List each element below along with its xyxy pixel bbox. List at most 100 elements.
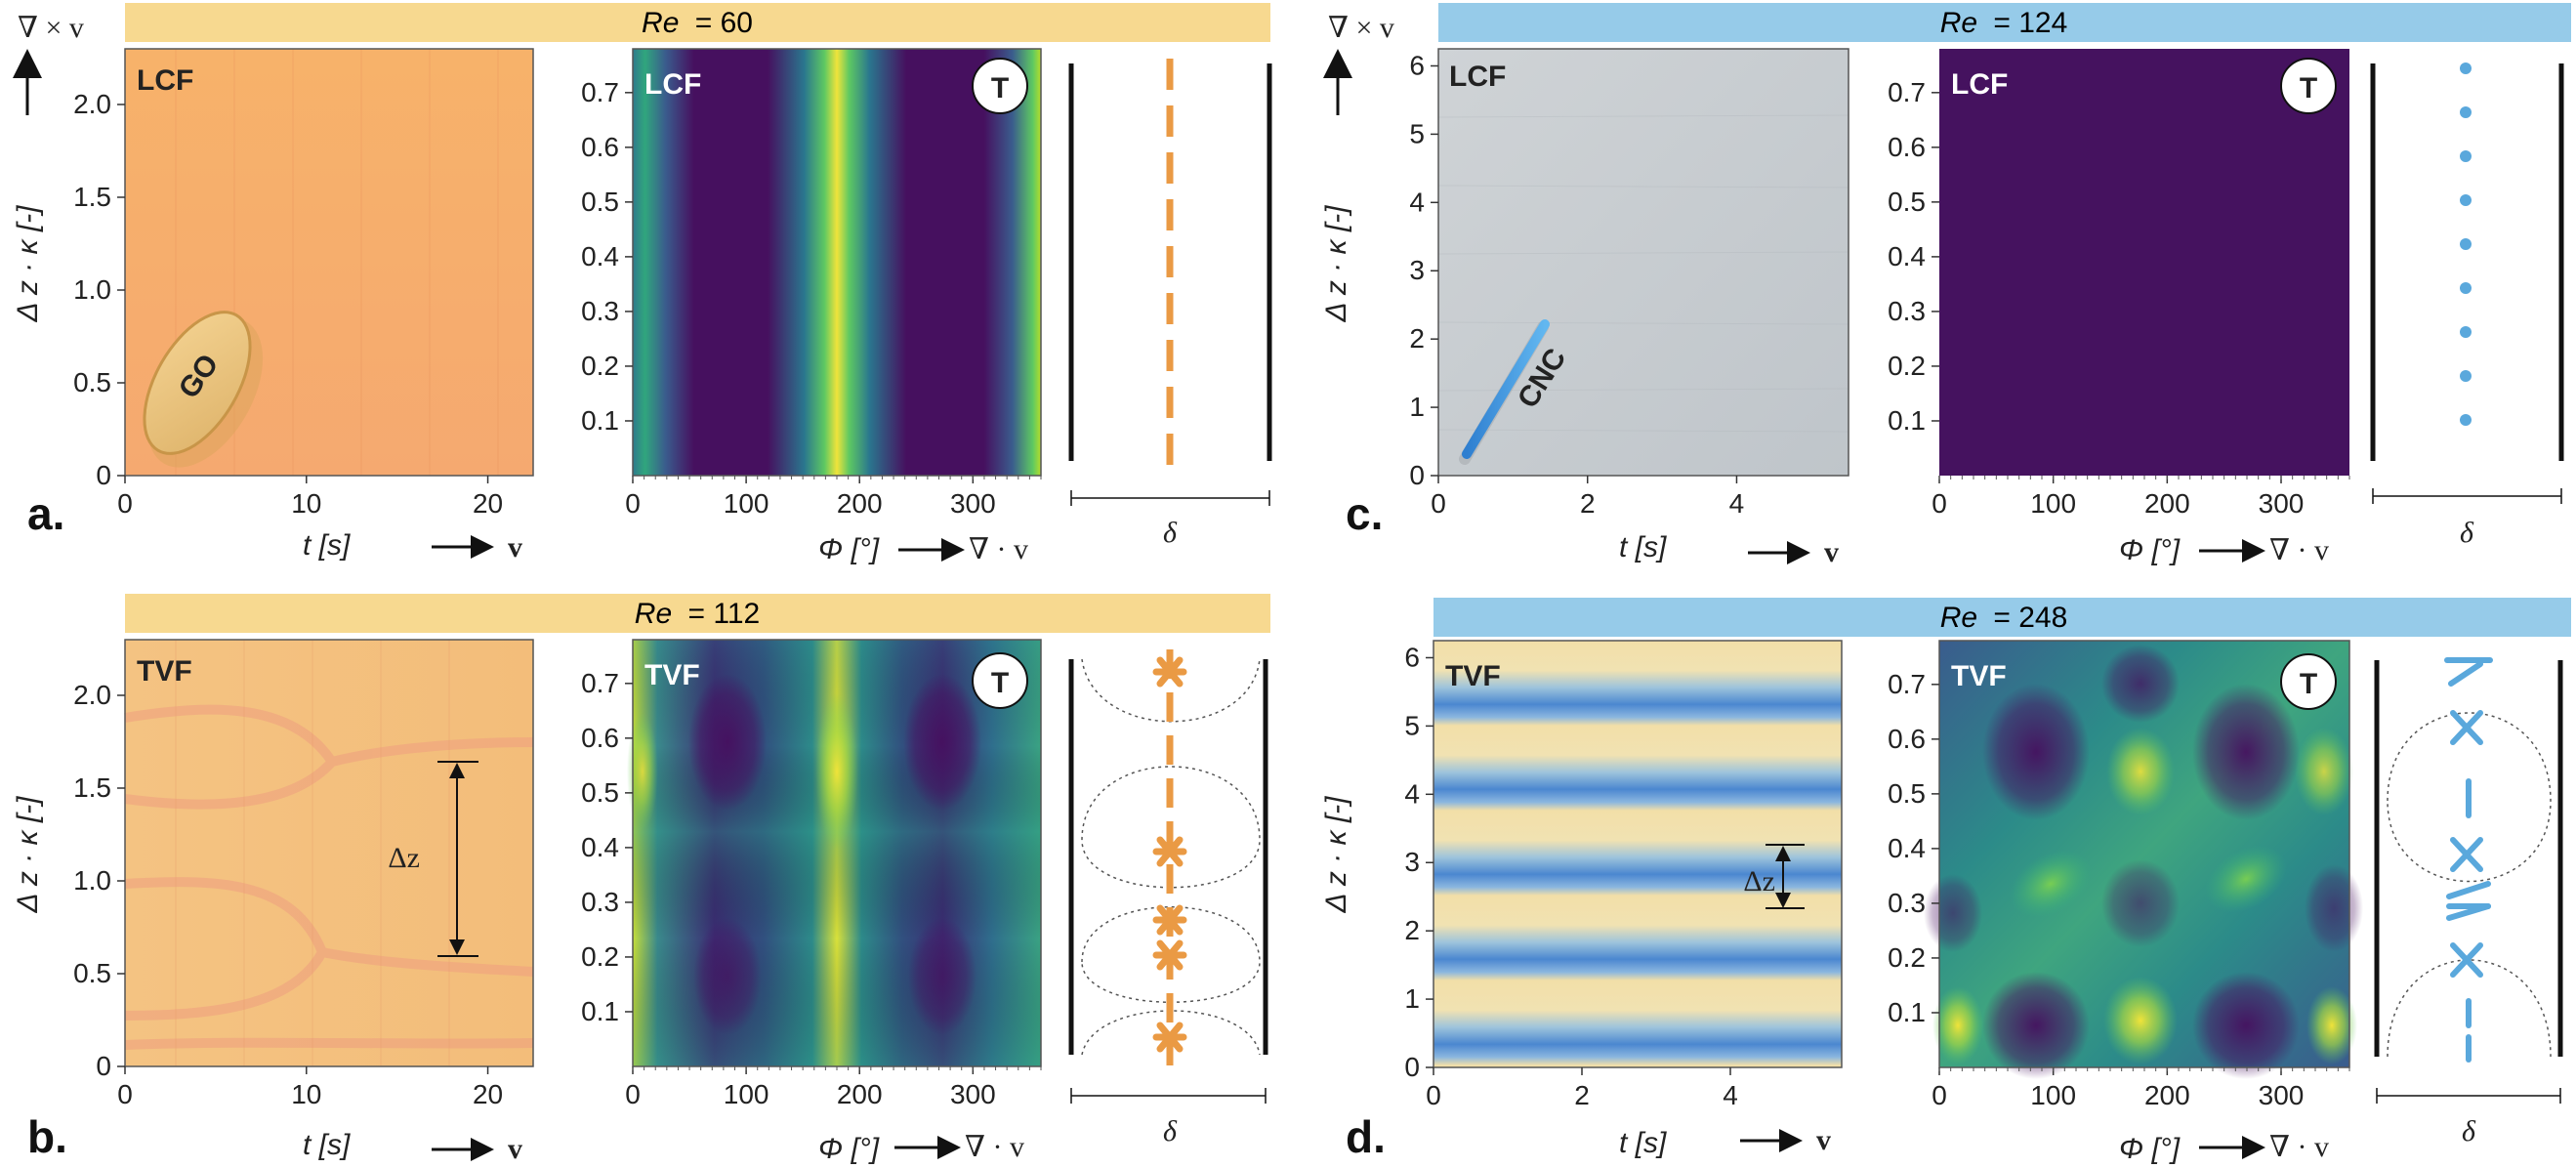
ax-d-heat-y-tick-0: 0.1	[1888, 997, 1926, 1027]
ax-c-heat-y-tick-2: 0.3	[1888, 296, 1926, 326]
ax-a-photo-x-tick-2: 20	[473, 488, 503, 519]
ax-c-photo-x-tick-1: 2	[1580, 488, 1596, 519]
re-label-a: Re	[642, 7, 679, 39]
re-value-c: = 124	[1993, 7, 2067, 39]
ax-a-photo-y-tick-0: 0	[96, 460, 111, 490]
dz-label-b: Δz	[388, 842, 420, 874]
ax-b-heat-x-tick-3: 300	[950, 1079, 996, 1109]
ax-c-heat-y-tick-0: 0.1	[1888, 405, 1926, 436]
ax-b-heat-y-tick-3: 0.4	[581, 832, 619, 862]
ax-a-heat-y-tick-6: 0.7	[581, 77, 619, 107]
ax-b-heat-y-tick-6: 0.7	[581, 668, 619, 698]
ax-d-heat-y-tick-1: 0.2	[1888, 942, 1926, 973]
ax-a-heat-y-tick-0: 0.1	[581, 405, 619, 436]
v-label-d: v	[1816, 1124, 1831, 1156]
ax-c-photo-y: 0 1 2 3 4 5 6	[1409, 50, 1438, 490]
xlabel-d-heat: Φ [°]	[2119, 1133, 2181, 1165]
svg-text:Re = 112: Re = 112	[635, 598, 760, 630]
re-bar-d: Re = 248	[1433, 598, 2571, 637]
curl-label-left: ∇ × v	[18, 12, 84, 44]
delta-label-b: δ	[1163, 1115, 1178, 1147]
ax-d-heat-y-tick-4: 0.5	[1888, 778, 1926, 809]
v-label-c: v	[1824, 536, 1839, 568]
ax-b-heat-x-tick-0: 0	[625, 1079, 641, 1109]
ax-b-photo-y-tick-1: 0.5	[73, 958, 111, 988]
xlabel-a-photo: t [s]	[303, 529, 351, 562]
ax-d-photo-y-tick-2: 2	[1404, 915, 1420, 945]
ax-d-photo-x-tick-1: 2	[1574, 1080, 1590, 1110]
ax-d-heat-x-tick-3: 300	[2259, 1080, 2305, 1110]
schematic-d: δ	[2374, 657, 2563, 1147]
ax-c-heat-x: 0 100 200 300	[1932, 476, 2350, 519]
ax-a-heat-y-tick-1: 0.2	[581, 351, 619, 381]
photo-c	[1438, 49, 1849, 476]
ax-a-photo-x-tick-0: 0	[117, 488, 133, 519]
flow-label-a-heat: LCF	[644, 68, 701, 101]
ax-a-heat-y-tick-4: 0.5	[581, 187, 619, 217]
t-badge-d: T	[2280, 653, 2337, 710]
ax-a-heat-y-tick-3: 0.4	[581, 241, 619, 271]
ylabel-d: Δ z · κ [-]	[1320, 796, 1352, 914]
flow-label-c-heat: LCF	[1951, 68, 2008, 101]
re-value-a: = 60	[695, 7, 753, 39]
ax-c-heat-x-tick-0: 0	[1932, 488, 1947, 519]
ax-a-heat-x-tick-0: 0	[625, 488, 641, 519]
ax-b-heat-y-tick-1: 0.2	[581, 941, 619, 972]
t-badge-a: T	[972, 58, 1028, 114]
xlabel-c-heat: Φ [°]	[2119, 534, 2181, 566]
panel-d: TVF Δz 0 1 2 3 4 5 6 0 2 4 TVF T 0	[1320, 640, 2563, 1165]
xlabel-a-heat: Φ [°]	[818, 533, 880, 565]
ax-a-photo-x: 0 10 20	[117, 476, 503, 519]
ax-c-heat-y-tick-5: 0.6	[1888, 132, 1926, 162]
ax-b-heat-y-tick-5: 0.6	[581, 723, 619, 753]
re-label-c: Re	[1940, 7, 1977, 39]
panel-letter-a: a.	[27, 488, 64, 539]
heatmap-c	[1939, 49, 2349, 476]
div-label-b: ∇ · v	[965, 1131, 1024, 1163]
ax-b-heat-y-tick-0: 0.1	[581, 996, 619, 1026]
div-label-a: ∇ · v	[969, 533, 1028, 565]
v-label-b: v	[508, 1133, 522, 1165]
ax-c-heat-y-tick-1: 0.2	[1888, 351, 1926, 381]
photo-b	[125, 640, 533, 1066]
ylabel-b: Δ z · κ [-]	[12, 796, 44, 914]
ax-b-photo-x-tick-2: 20	[473, 1079, 503, 1109]
v-label-a: v	[508, 531, 522, 563]
ax-b-heat-y-tick-2: 0.3	[581, 887, 619, 917]
t-badge-c-text: T	[2300, 72, 2317, 104]
ax-b-photo-x: 0 10 20	[117, 1066, 503, 1109]
ax-d-heat-y-tick-6: 0.7	[1888, 669, 1926, 699]
ax-c-heat-y-tick-3: 0.4	[1888, 241, 1926, 271]
ax-a-photo-y-tick-3: 1.5	[73, 182, 111, 212]
ax-d-photo-y: 0 1 2 3 4 5 6	[1404, 642, 1433, 1082]
ax-b-heat-y-tick-4: 0.5	[581, 777, 619, 808]
ax-c-heat-x-tick-1: 100	[2030, 488, 2076, 519]
re-value-b: = 112	[688, 598, 761, 630]
re-label-b: Re	[635, 598, 672, 630]
t-badge-a-text: T	[991, 72, 1009, 104]
delta-label-a: δ	[1163, 517, 1178, 549]
ax-c-heat-x-tick-3: 300	[2259, 488, 2305, 519]
ax-a-heat-y: 0.1 0.2 0.3 0.4 0.5 0.6 0.7	[581, 77, 633, 436]
flow-label-c-photo: LCF	[1449, 61, 1506, 93]
ax-d-heat-y: 0.1 0.2 0.3 0.4 0.5 0.6 0.7	[1888, 669, 1939, 1027]
ax-b-photo-x-tick-0: 0	[117, 1079, 133, 1109]
ax-a-heat-x-tick-3: 300	[950, 488, 996, 519]
ax-c-photo-y-tick-2: 2	[1409, 323, 1425, 354]
ax-a-heat-y-tick-2: 0.3	[581, 296, 619, 326]
ax-a-photo-y: 0 0.5 1.0 1.5 2.0	[73, 89, 125, 490]
ax-c-heat-y: 0.1 0.2 0.3 0.4 0.5 0.6 0.7	[1888, 77, 1939, 436]
ax-c-photo-y-tick-0: 0	[1409, 460, 1425, 490]
dz-label-d: Δz	[1743, 865, 1775, 897]
ax-a-heat-x-tick-2: 200	[837, 488, 883, 519]
ax-c-heat-x-tick-2: 200	[2144, 488, 2190, 519]
ax-d-photo-y-tick-3: 3	[1404, 847, 1420, 877]
ax-d-heat-y-tick-5: 0.6	[1888, 724, 1926, 754]
svg-text:Re = 124: Re = 124	[1940, 7, 2068, 39]
ax-d-photo-y-tick-5: 5	[1404, 710, 1420, 740]
ax-d-photo-x-tick-2: 4	[1723, 1080, 1738, 1110]
panel-letter-c: c.	[1346, 488, 1383, 539]
ax-d-photo-y-tick-6: 6	[1404, 642, 1420, 672]
ax-c-photo-y-tick-5: 5	[1409, 118, 1425, 148]
